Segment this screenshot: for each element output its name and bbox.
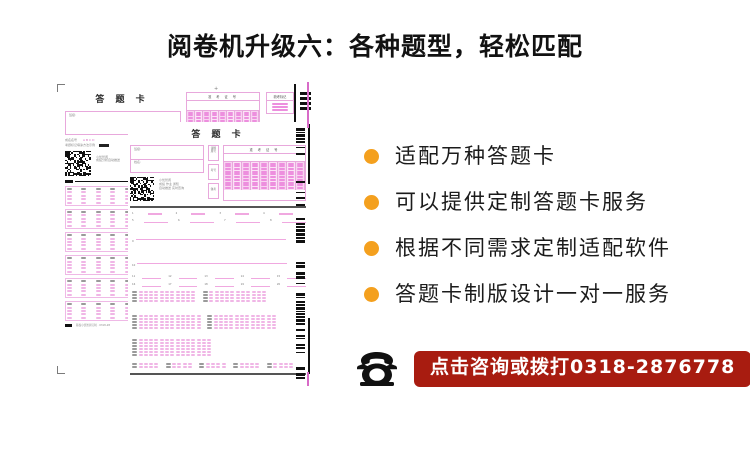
feature-list: 适配万种答题卡 可以提供定制答题卡服务 根据不同需求定制适配软件 答题卡制版设计… xyxy=(364,133,736,317)
feature-item: 根据不同需求定制适配软件 xyxy=(364,225,736,271)
option-letters-row: A B C D xyxy=(83,138,95,142)
timing-mark-icon xyxy=(65,323,72,327)
sheet-note-2: 考题标记填涂方法示例 xyxy=(65,142,96,147)
feature-item: 答题卡制版设计一对一服务 xyxy=(364,271,736,317)
exam-number-strip: + 准 考 证 号 缺考标记 xyxy=(186,86,311,127)
name-field-label-mid: 姓名: xyxy=(134,160,142,164)
sheet-title-middle: 答 题 卡 xyxy=(191,130,245,140)
edge-rule-right-a xyxy=(308,124,310,184)
edge-rule-pink-top xyxy=(307,82,309,128)
answer-lines-middle: 1 2 3 4 5 6 7 8 9 10 11 12 13 14 15 16 17 18 19 20 xyxy=(132,212,307,287)
page-title: 阅卷机升级六：各种题型，轻松匹配 xyxy=(166,32,583,61)
class-field-label-mid: 班级: xyxy=(134,147,142,151)
feature-label: 根据不同需求定制适配软件 xyxy=(395,235,671,260)
qr-code-middle xyxy=(130,177,154,201)
side-box-absent: 缺考 xyxy=(207,183,219,199)
side-box-seat: 试场 座号 xyxy=(207,145,219,161)
qr-mid-caption-2: 成绩 作业 通知 xyxy=(159,181,179,186)
answer-sheet-artwork: 答 题 卡 班级: 成名名号 A B C D 考题标记填涂方法示例 小优智阅 成… xyxy=(57,82,311,386)
fill-example-icon xyxy=(99,144,110,148)
bubble-grid-middle xyxy=(132,290,306,370)
side-box-examno: 考号 xyxy=(207,164,219,180)
bullet-dot-icon xyxy=(364,148,379,164)
sheet-note-1: 成名名号 xyxy=(65,138,78,142)
exam-no-header: 准 考 证 号 xyxy=(208,95,238,99)
sheet-footer-note: 版权小优智阅订制 · 0318-28 xyxy=(76,323,111,327)
qr-mid-caption-3: 自动推送 实时查询 xyxy=(159,185,184,190)
cta-block[interactable]: 点击咨询或拨打0318-2876778 xyxy=(352,348,750,390)
exam-number-grid-middle: 准 考 证 号 xyxy=(223,145,306,201)
registration-mark-icon xyxy=(57,366,65,374)
edge-rule-pink-bottom xyxy=(307,372,309,386)
bullet-dot-icon xyxy=(364,194,379,210)
barcode-top xyxy=(300,92,311,114)
class-field-label: 班级: xyxy=(69,113,77,117)
registration-mark-icon xyxy=(57,84,65,92)
section-divider xyxy=(130,206,306,208)
qr-code-left xyxy=(65,150,91,177)
edge-rule-right-b xyxy=(308,318,310,374)
feature-label: 答题卡制版设计一对一服务 xyxy=(395,281,671,306)
section-divider-bottom xyxy=(130,373,306,375)
qr-caption-line-2: 成绩分析自动推送 xyxy=(96,158,121,163)
feature-label: 可以提供定制答题卡服务 xyxy=(395,189,648,214)
qr-mid-caption-1: 小优智阅 xyxy=(159,178,172,182)
answer-sheet-middle: 答 题 卡 班级: 姓名: 小优智阅 成绩 作业 通知 自动推送 实时查 xyxy=(128,122,308,380)
bullet-dot-icon xyxy=(364,240,379,256)
edge-rule xyxy=(294,84,296,146)
barcode-strip-right xyxy=(296,128,305,379)
side-box-column: 试场 座号 考号 缺考 xyxy=(207,145,219,201)
feature-item: 可以提供定制答题卡服务 xyxy=(364,179,736,225)
bullet-dot-icon xyxy=(364,286,379,302)
exam-no-header-mid: 准 考 证 号 xyxy=(249,148,280,152)
cta-phone-button[interactable]: 点击咨询或拨打0318-2876778 xyxy=(414,351,750,387)
sheet-title-left: 答 题 卡 xyxy=(95,95,149,105)
qr-caption-line-1: 小优智阅 xyxy=(96,154,109,159)
feature-item: 适配万种答题卡 xyxy=(364,133,736,179)
absence-label: 缺考标记 xyxy=(273,95,287,99)
telephone-icon xyxy=(352,348,402,390)
feature-label: 适配万种答题卡 xyxy=(395,143,556,168)
